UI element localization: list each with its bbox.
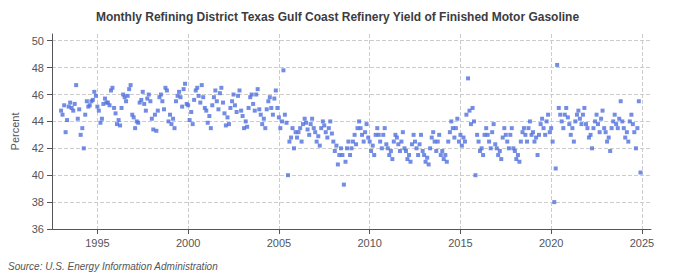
svg-text:2005: 2005 [267,237,291,249]
svg-text:2020: 2020 [539,237,563,249]
svg-text:2015: 2015 [448,237,472,249]
svg-text:36: 36 [32,223,44,235]
svg-text:1995: 1995 [85,237,109,249]
svg-text:Monthly Refining District Texa: Monthly Refining District Texas Gulf Coa… [96,10,579,24]
svg-text:50: 50 [32,35,44,47]
svg-text:48: 48 [32,62,44,74]
svg-text:2025: 2025 [630,237,654,249]
svg-text:40: 40 [32,169,44,181]
svg-text:42: 42 [32,142,44,154]
svg-text:2010: 2010 [357,237,381,249]
svg-text:Percent: Percent [9,113,21,151]
svg-text:44: 44 [32,115,44,127]
svg-text:Source: U.S. Energy Informatio: Source: U.S. Energy Information Administ… [8,261,218,272]
svg-text:46: 46 [32,89,44,101]
svg-text:38: 38 [32,196,44,208]
svg-text:2000: 2000 [176,237,200,249]
